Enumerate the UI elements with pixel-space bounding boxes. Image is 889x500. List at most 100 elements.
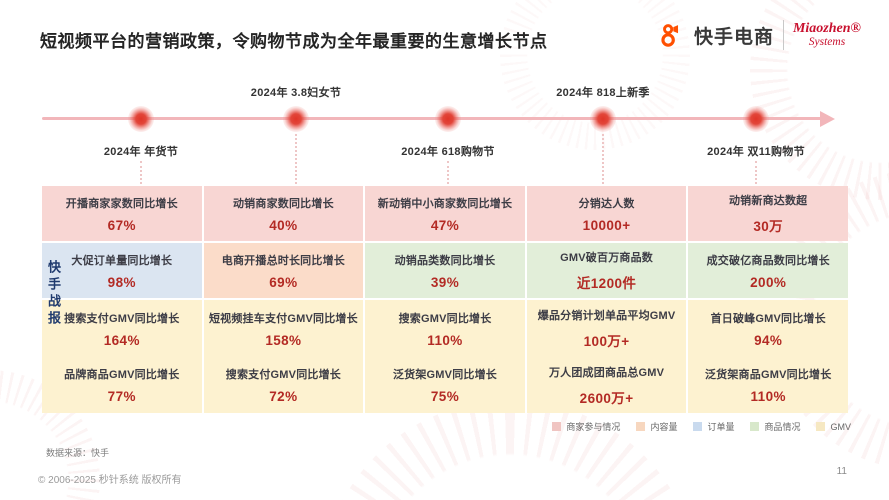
legend-swatch xyxy=(750,422,760,431)
report-table: 开播商家家数同比增长 67% 动销商家数同比增长 40% 新动销中小商家数同比增… xyxy=(42,186,848,413)
report-cell: 动销新商达数超 30万 xyxy=(688,186,848,241)
legend-item: 内容量 xyxy=(636,420,677,433)
timeline-node-icon xyxy=(743,105,769,132)
metric-label: 万人团成团商品总GMV xyxy=(548,366,665,379)
metric-label: 成交破亿商品数同比增长 xyxy=(706,254,830,267)
legend: 商家参与情况 内容量 订单量 商品情况 GMV xyxy=(552,420,851,433)
metric-label: 搜索支付GMV同比增长 xyxy=(225,369,342,381)
metric-value: 69% xyxy=(269,274,298,290)
metric-value: 94% xyxy=(754,332,783,348)
metric-label: 大促订单量同比增长 xyxy=(71,254,173,267)
metric-value: 110% xyxy=(427,332,463,348)
legend-swatch xyxy=(693,422,703,431)
page-title: 短视频平台的营销政策，令购物节成为全年最重要的生意增长节点 xyxy=(40,32,548,51)
report-cell: 短视频挂车支付GMV同比增长 158% xyxy=(203,300,364,357)
report-row: 品牌商品GMV同比增长 77% 搜索支付GMV同比增长 72% 泛货架GMV同比… xyxy=(42,357,848,413)
timeline-event-label: 2024年 年货节 xyxy=(103,146,179,158)
brand-name: 快手电商 xyxy=(693,26,774,48)
timeline-node-icon xyxy=(128,105,154,132)
metric-value: 39% xyxy=(430,274,460,290)
metric-label: 动销新商达数超 xyxy=(728,195,808,207)
legend-item: 商家参与情况 xyxy=(552,420,620,433)
timeline-connector xyxy=(295,134,297,184)
metric-label: 搜索支付GMV同比增长 xyxy=(64,312,180,325)
timeline-node-icon xyxy=(435,105,461,132)
report-cell: 搜索支付GMV同比增长 72% xyxy=(203,357,364,413)
miaozhen-line2: Systems xyxy=(808,35,846,48)
metric-value: 110% xyxy=(750,389,786,404)
metric-label: 分销达人数 xyxy=(578,197,635,210)
report-cell: 成交破亿商品数同比增长 200% xyxy=(688,243,848,298)
report-cell: 爆品分销计划单品平均GMV 100万+ xyxy=(526,300,687,357)
legend-label: GMV xyxy=(830,421,851,432)
metric-value: 2600万+ xyxy=(579,390,634,406)
metric-value: 30万 xyxy=(753,219,784,234)
metric-label: 搜索GMV同比增长 xyxy=(398,312,492,325)
report-cell: 泛货架商品GMV同比增长 110% xyxy=(688,357,848,413)
metric-label: 短视频挂车支付GMV同比增长 xyxy=(208,312,358,325)
legend-label: 商品情况 xyxy=(764,422,801,432)
metric-label: 爆品分销计划单品平均GMV xyxy=(537,310,676,322)
legend-swatch xyxy=(636,422,646,431)
legend-item: GMV xyxy=(816,422,851,432)
data-source-note: 数据来源：快手 xyxy=(46,448,110,458)
timeline-node-icon xyxy=(283,105,309,132)
report-cell: 新动销中小商家数同比增长 47% xyxy=(365,186,525,241)
logo-divider xyxy=(782,20,784,50)
legend-label: 订单量 xyxy=(707,422,735,432)
kuaishou-logo-icon xyxy=(661,23,678,47)
legend-swatch xyxy=(816,422,826,431)
timeline-arrow-icon xyxy=(820,110,835,127)
legend-swatch xyxy=(552,422,562,431)
metric-label: 首日破峰GMV同比增长 xyxy=(710,312,826,325)
timeline-event-label: 2024年 818上新季 xyxy=(556,87,650,99)
metric-value: 近1200件 xyxy=(576,276,637,291)
copyright-note: © 2006-2025 秒针系统 版权所有 xyxy=(38,475,182,486)
metric-label: 电商开播总时长同比增长 xyxy=(221,254,345,267)
page-number: 11 xyxy=(836,466,847,477)
timeline-connector xyxy=(602,134,604,184)
metric-label: GMV破百万商品数 xyxy=(560,252,654,264)
timeline-event-label: 2024年 3.8妇女节 xyxy=(250,87,342,99)
report-row: 开播商家家数同比增长 67% 动销商家数同比增长 40% 新动销中小商家数同比增… xyxy=(42,186,848,241)
metric-label: 泛货架GMV同比增长 xyxy=(392,369,498,381)
miaozhen-logo: Miaozhen® Systems xyxy=(792,20,861,49)
timeline-event-label: 2024年 双11购物节 xyxy=(707,146,805,158)
metric-label: 泛货架商品GMV同比增长 xyxy=(704,369,832,381)
legend-label: 内容量 xyxy=(650,422,678,432)
legend-item: 商品情况 xyxy=(750,420,800,433)
metric-value: 77% xyxy=(107,389,136,404)
metric-value: 98% xyxy=(107,274,136,290)
report-cell: 万人团成团商品总GMV 2600万+ xyxy=(526,357,687,413)
metric-value: 100万+ xyxy=(583,334,630,349)
metric-value: 40% xyxy=(269,217,298,233)
timeline-node-icon xyxy=(590,105,616,132)
metric-label: 动销品类数同比增长 xyxy=(394,254,496,267)
report-cell: 大促订单量同比增长 98% xyxy=(42,243,202,298)
report-cell: 动销品类数同比增长 39% xyxy=(365,243,525,298)
report-cell: 搜索GMV同比增长 110% xyxy=(365,300,525,357)
report-side-label: 快手战报 xyxy=(46,260,61,328)
report-cell: 首日破峰GMV同比增长 94% xyxy=(688,300,848,357)
report-cell: 品牌商品GMV同比增长 77% xyxy=(42,357,202,413)
metric-value: 67% xyxy=(107,217,136,233)
report-cell: 动销商家数同比增长 40% xyxy=(203,186,364,241)
miaozhen-line1: Miaozhen® xyxy=(792,20,861,36)
metric-label: 开播商家家数同比增长 xyxy=(65,197,178,210)
timeline-line xyxy=(42,117,822,120)
timeline-connector xyxy=(755,161,757,184)
metric-value: 75% xyxy=(430,389,460,404)
timeline-connector xyxy=(447,161,449,184)
report-cell: 搜索支付GMV同比增长 164% xyxy=(42,300,202,357)
metric-value: 200% xyxy=(750,274,787,290)
legend-item: 订单量 xyxy=(693,420,734,433)
report-row: 大促订单量同比增长 98% 电商开播总时长同比增长 69% 动销品类数同比增长 … xyxy=(42,243,848,298)
timeline-connector xyxy=(140,161,142,184)
metric-value: 72% xyxy=(269,389,298,404)
report-cell: 泛货架GMV同比增长 75% xyxy=(365,357,525,413)
metric-value: 10000+ xyxy=(582,217,631,233)
metric-value: 164% xyxy=(103,332,140,348)
report-cell: GMV破百万商品数 近1200件 xyxy=(526,243,687,298)
timeline-event-label: 2024年 618购物节 xyxy=(401,146,495,158)
